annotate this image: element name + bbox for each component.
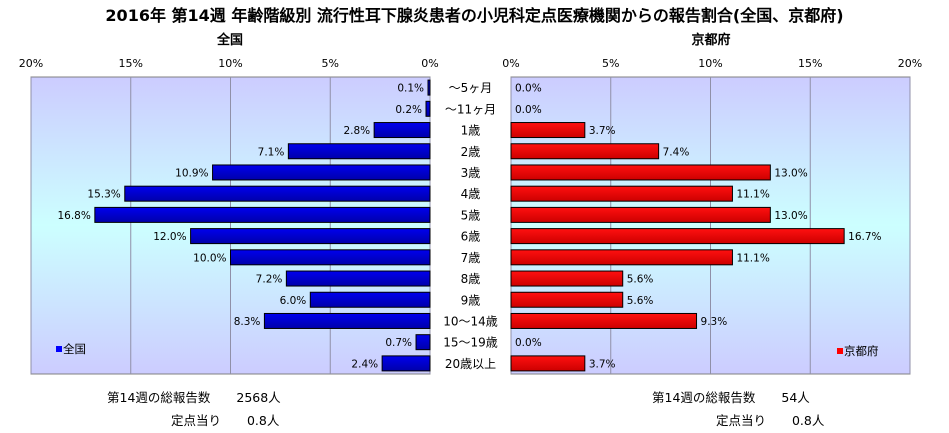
data-label-left: 12.0%: [153, 231, 186, 243]
data-label-right: 16.7%: [848, 231, 881, 243]
data-label-right: 3.7%: [589, 125, 616, 137]
legend-swatch-left: [56, 346, 62, 352]
bar-right: [510, 270, 624, 287]
bar-right: [510, 164, 771, 181]
x-tick-label-right: 5%: [602, 57, 619, 70]
data-label-left: 10.0%: [193, 252, 226, 264]
bar-right: [510, 312, 698, 329]
panel-title-left: 全国: [216, 32, 243, 48]
category-label: ～11ヶ月: [445, 102, 496, 116]
x-tick-label-left: 20%: [19, 57, 43, 70]
bar-left: [212, 164, 431, 181]
x-tick-label-left: 10%: [218, 57, 242, 70]
data-label-right: 0.0%: [515, 337, 542, 349]
category-label: 1歳: [461, 124, 481, 138]
data-label-left: 15.3%: [87, 189, 120, 201]
footer-right-per: 定点当り 0.8人: [716, 410, 824, 429]
data-label-left: 10.9%: [175, 167, 208, 179]
data-label-left: 0.1%: [397, 83, 424, 95]
bar-left: [381, 355, 431, 372]
legend-label-right: 京都府: [844, 344, 879, 358]
chart-title: 2016年 第14週 年齢階級別 流行性耳下腺炎患者の小児科定点医療機関からの報…: [105, 6, 844, 25]
category-label: 6歳: [461, 230, 481, 244]
bar-right: [510, 249, 733, 266]
bar-right: [510, 185, 733, 202]
data-label-right: 5.6%: [627, 274, 654, 286]
category-label: 10～14歳: [443, 314, 498, 328]
x-tick-label-right: 0%: [502, 57, 519, 70]
bar-right: [510, 291, 624, 308]
bar-left: [285, 270, 431, 287]
data-label-right: 13.0%: [774, 167, 807, 179]
category-label: 7歳: [461, 251, 481, 265]
category-label: 8歳: [461, 272, 481, 286]
bar-right: [510, 228, 845, 245]
data-label-right: 5.6%: [627, 295, 654, 307]
bar-left: [94, 206, 431, 223]
data-label-left: 2.4%: [351, 358, 378, 370]
footer-right-total-label: 第14週の総報告数: [652, 390, 756, 405]
bar-left: [427, 79, 431, 96]
footer-right-per-label: 定点当り: [716, 413, 767, 428]
legend-swatch-right: [837, 348, 843, 354]
data-label-right: 9.3%: [701, 316, 728, 328]
footer-left-per: 定点当り 0.8人: [171, 410, 279, 429]
data-label-right: 0.0%: [515, 104, 542, 116]
category-label: 9歳: [461, 293, 481, 307]
footer-left-total-value: 2568人: [236, 390, 281, 405]
category-label: 15～19歳: [443, 336, 498, 350]
bar-left: [190, 228, 431, 245]
data-label-left: 16.8%: [57, 210, 90, 222]
x-tick-label-left: 0%: [421, 57, 438, 70]
footer-left-per-label: 定点当り: [171, 413, 222, 428]
data-label-right: 11.1%: [736, 189, 769, 201]
footer-right-per-value: 0.8人: [791, 413, 825, 428]
footer-right-total-value: 54人: [781, 390, 810, 405]
category-label: 5歳: [461, 208, 481, 222]
footer-left-total-label: 第14週の総報告数: [107, 390, 211, 405]
data-label-left: 6.0%: [280, 295, 307, 307]
x-tick-label-left: 5%: [322, 57, 339, 70]
data-label-right: 11.1%: [736, 252, 769, 264]
footer-left-total: 第14週の総報告数 2568人: [107, 387, 281, 406]
data-label-left: 7.1%: [258, 146, 285, 158]
footer-right-total: 第14週の総報告数 54人: [652, 387, 810, 406]
bar-left: [373, 122, 431, 139]
bar-left: [425, 100, 431, 117]
bar-left: [230, 249, 431, 266]
panel-title-right: 京都府: [691, 32, 730, 48]
data-label-left: 8.3%: [234, 316, 261, 328]
data-label-left: 7.2%: [256, 274, 283, 286]
bar-right: [510, 355, 586, 372]
legend-label-left: 全国: [63, 342, 86, 356]
data-label-left: 0.2%: [395, 104, 422, 116]
data-label-right: 3.7%: [589, 358, 616, 370]
bar-left: [263, 312, 431, 329]
category-label: ～5ヶ月: [449, 81, 493, 95]
category-label: 20歳以上: [445, 357, 496, 371]
bar-left: [309, 291, 431, 308]
x-tick-label-right: 20%: [898, 57, 922, 70]
x-tick-label-left: 15%: [119, 57, 143, 70]
category-label: 3歳: [461, 166, 481, 180]
footer-left-per-value: 0.8人: [246, 413, 280, 428]
data-label-right: 0.0%: [515, 83, 542, 95]
category-label: 2歳: [461, 145, 481, 159]
bar-right: [510, 122, 586, 139]
data-label-right: 13.0%: [774, 210, 807, 222]
x-tick-label-right: 10%: [698, 57, 722, 70]
data-label-right: 7.4%: [663, 146, 690, 158]
category-label: 4歳: [461, 187, 481, 201]
bar-left: [415, 334, 431, 351]
bar-left: [287, 143, 431, 160]
bar-right: [510, 206, 771, 223]
data-label-left: 0.7%: [385, 337, 412, 349]
x-tick-label-right: 15%: [798, 57, 822, 70]
data-label-left: 2.8%: [343, 125, 370, 137]
bar-left: [124, 185, 431, 202]
bar-right: [510, 143, 660, 160]
